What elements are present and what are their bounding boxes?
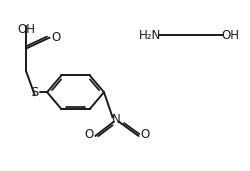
Text: OH: OH [17,23,35,36]
Text: H₂N: H₂N [138,29,161,42]
Text: O: O [140,128,149,141]
Text: N: N [112,113,121,126]
Text: OH: OH [221,29,239,42]
Text: O: O [51,31,60,44]
Text: O: O [84,128,94,141]
Text: S: S [30,86,39,99]
